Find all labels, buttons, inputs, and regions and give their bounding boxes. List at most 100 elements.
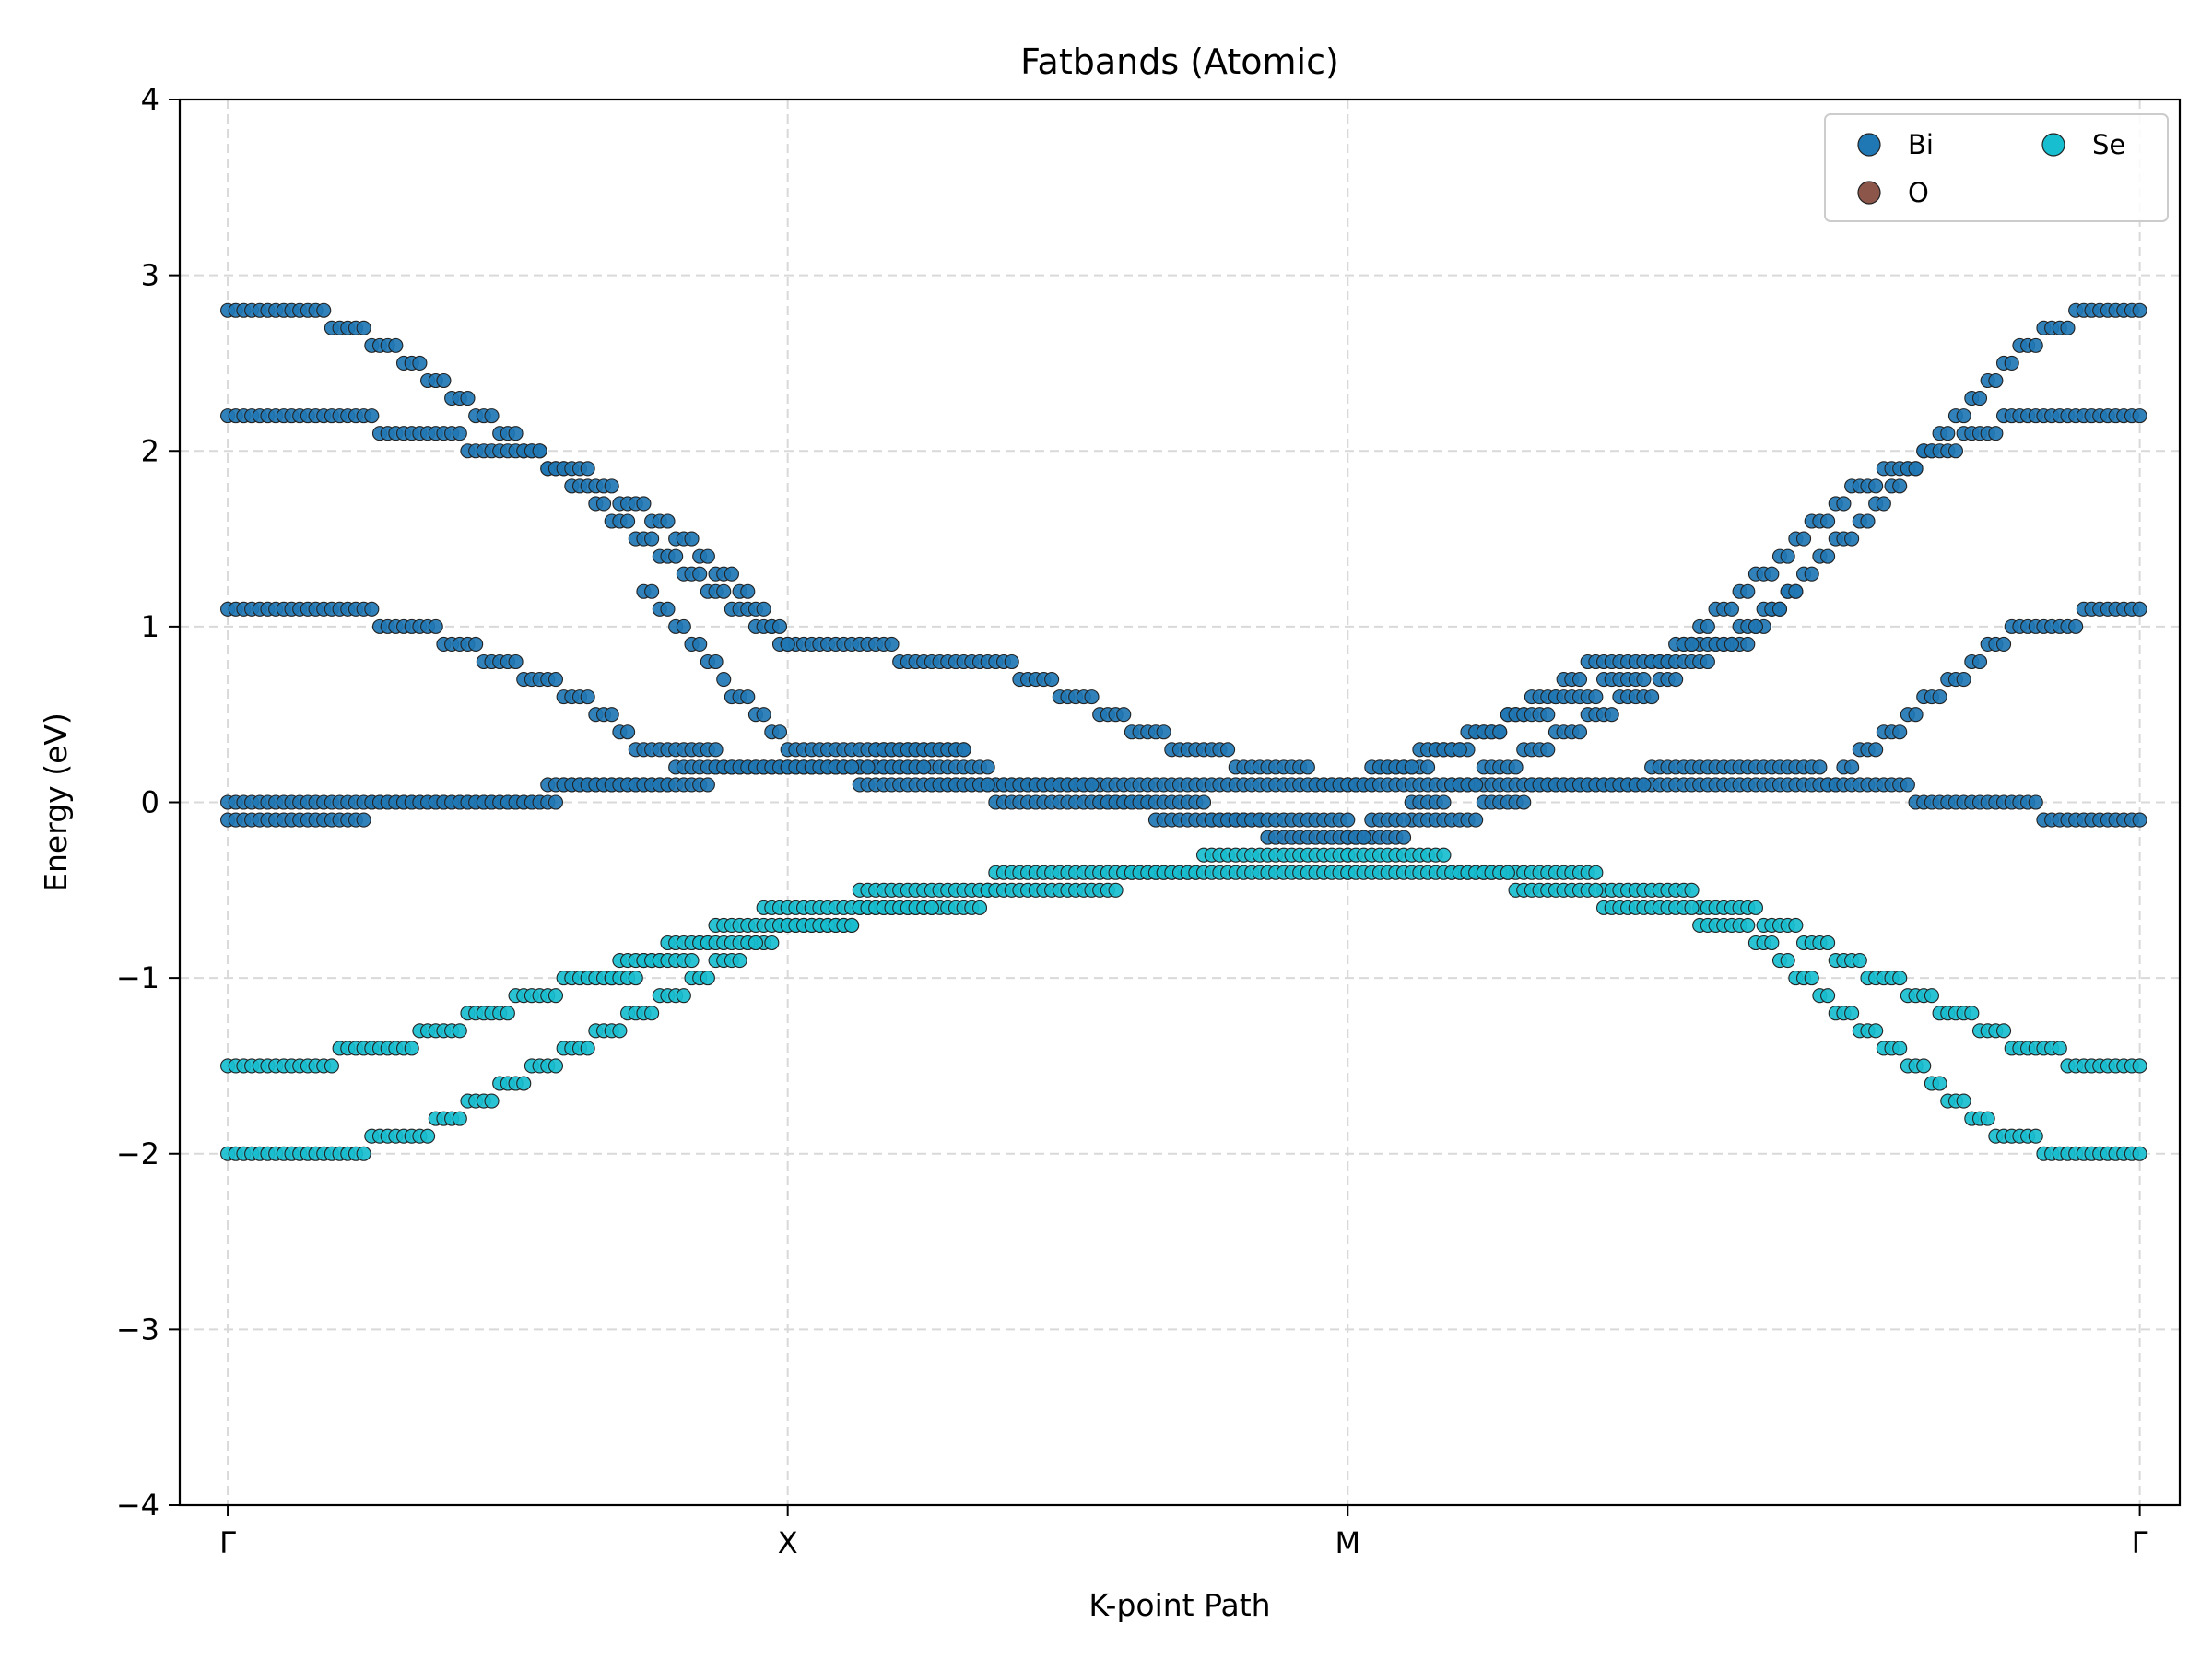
band-point-se <box>484 1093 500 1109</box>
band-point-bi <box>532 443 547 459</box>
y-tick-label: −1 <box>116 960 159 995</box>
band-point-bi <box>1468 777 1484 793</box>
band-point-bi <box>692 566 708 582</box>
legend-box <box>1824 113 2169 222</box>
band-point-se <box>676 988 691 1004</box>
band-point-bi <box>604 478 619 494</box>
band-point-se <box>1684 882 1700 898</box>
band-point-se <box>1868 1023 1884 1039</box>
band-point-se <box>1764 935 1780 951</box>
band-point-bi <box>1868 742 1884 758</box>
legend-marker-se <box>2041 133 2065 157</box>
band-point-se <box>516 1076 532 1091</box>
band-point-se <box>547 988 564 1004</box>
band-point-bi <box>716 672 732 688</box>
band-point-bi <box>1700 618 1715 634</box>
x-tick-label: X <box>778 1525 798 1560</box>
band-point-bi <box>1356 830 1371 845</box>
band-point-se <box>1780 953 1795 969</box>
band-point-se <box>1788 917 1804 933</box>
band-point-bi <box>1588 689 1604 705</box>
band-point-bi <box>676 618 691 634</box>
legend-label-bi: Bi <box>1908 129 1934 160</box>
band-point-bi <box>1788 583 1804 599</box>
band-point-se <box>747 935 764 951</box>
band-point-bi <box>1908 461 1924 477</box>
band-point-bi <box>1892 724 1908 740</box>
band-point-se <box>684 953 700 969</box>
band-point-bi <box>1724 601 1739 617</box>
band-point-bi <box>1900 777 1915 793</box>
band-point-bi <box>1395 830 1412 845</box>
band-point-se <box>1932 1076 1947 1091</box>
band-point-bi <box>595 496 612 512</box>
band-point-bi <box>2068 618 2084 634</box>
band-point-bi <box>1644 689 1660 705</box>
x-tick-label: M <box>1335 1525 1360 1560</box>
band-point-bi <box>1404 759 1419 775</box>
band-point-bi <box>1956 672 1971 688</box>
band-point-bi <box>1812 759 1828 775</box>
band-point-bi <box>1804 566 1819 582</box>
band-point-bi <box>668 548 684 564</box>
band-point-bi <box>636 496 652 512</box>
band-point-se <box>628 971 643 986</box>
band-point-se <box>924 900 939 915</box>
band-point-bi <box>1452 742 1467 758</box>
band-point-se <box>644 1006 660 1021</box>
band-point-bi <box>716 583 732 599</box>
band-point-se <box>547 1058 564 1074</box>
band-point-se <box>1588 865 1604 880</box>
band-point-bi <box>644 583 660 599</box>
band-point-bi <box>1780 548 1795 564</box>
band-point-bi <box>1932 689 1947 705</box>
band-point-se <box>580 1041 595 1056</box>
band-point-bi <box>1995 636 2012 652</box>
band-point-bi <box>1571 672 1588 688</box>
band-point-bi <box>412 355 428 371</box>
y-tick-label: 3 <box>141 258 159 293</box>
y-tick-label: −4 <box>116 1488 159 1523</box>
band-point-bi <box>1740 583 1756 599</box>
y-tick-label: 0 <box>141 785 159 820</box>
band-point-se <box>1916 1058 1932 1074</box>
legend-label-se: Se <box>2092 129 2125 160</box>
band-point-bi <box>388 337 404 353</box>
band-point-bi <box>1971 653 1988 670</box>
band-point-bi <box>756 707 771 723</box>
band-point-bi <box>428 618 443 634</box>
band-point-bi <box>1540 742 1556 758</box>
band-point-bi <box>2060 320 2076 335</box>
band-point-bi <box>916 759 932 775</box>
band-point-se <box>1844 1006 1860 1021</box>
band-point-bi <box>1395 812 1412 828</box>
band-point-bi <box>620 513 636 529</box>
band-point-bi <box>356 320 371 335</box>
band-point-bi <box>460 391 476 406</box>
band-point-bi <box>1836 496 1852 512</box>
band-point-bi <box>1795 531 1812 547</box>
band-point-bi <box>1940 426 1956 441</box>
band-point-bi <box>316 302 332 318</box>
band-point-bi <box>1868 478 1884 494</box>
band-point-se <box>1980 1111 1995 1126</box>
band-point-bi <box>884 636 900 652</box>
band-point-bi <box>956 742 971 758</box>
band-point-bi <box>1636 777 1652 793</box>
band-point-bi <box>1892 478 1908 494</box>
band-point-bi <box>1971 391 1988 406</box>
band-point-bi <box>1876 496 1891 512</box>
y-tick-label: 2 <box>141 433 159 468</box>
band-point-se <box>420 1128 436 1144</box>
band-point-se <box>2028 1128 2043 1144</box>
y-tick-label: −3 <box>116 1312 159 1347</box>
band-point-bi <box>580 461 595 477</box>
band-point-se <box>452 1111 467 1126</box>
band-point-bi <box>644 531 660 547</box>
band-point-bi <box>364 601 380 617</box>
band-point-se <box>844 917 860 933</box>
band-point-bi <box>660 513 676 529</box>
y-tick-label: −2 <box>116 1136 159 1171</box>
band-point-se <box>324 1058 339 1074</box>
